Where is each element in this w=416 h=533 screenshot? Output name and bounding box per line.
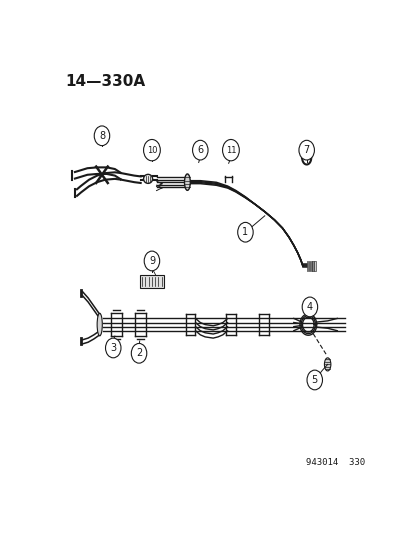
Circle shape (131, 343, 147, 363)
Text: 3: 3 (110, 343, 116, 353)
Circle shape (94, 126, 110, 146)
Text: 8: 8 (99, 131, 105, 141)
Circle shape (299, 140, 314, 160)
Text: 7: 7 (304, 145, 310, 155)
Ellipse shape (97, 313, 102, 336)
Text: 9: 9 (149, 256, 155, 266)
Text: 4: 4 (307, 302, 313, 312)
Bar (314, 261, 316, 271)
Bar (312, 261, 314, 271)
Circle shape (144, 251, 160, 271)
Text: 6: 6 (197, 145, 203, 155)
Bar (309, 261, 310, 271)
Text: 5: 5 (312, 375, 318, 385)
Text: 11: 11 (226, 146, 236, 155)
Bar (311, 261, 312, 271)
Circle shape (302, 297, 318, 317)
Ellipse shape (185, 174, 190, 190)
Text: 943014  330: 943014 330 (306, 458, 365, 467)
Circle shape (193, 140, 208, 160)
Text: 1: 1 (243, 227, 248, 237)
Circle shape (106, 338, 121, 358)
Ellipse shape (324, 358, 331, 371)
Circle shape (144, 140, 160, 161)
Circle shape (307, 370, 322, 390)
Bar (307, 261, 308, 271)
Bar (140, 276, 164, 288)
Circle shape (223, 140, 239, 161)
Circle shape (238, 222, 253, 242)
Text: 14—330A: 14—330A (65, 74, 145, 89)
Text: 2: 2 (136, 348, 142, 358)
Text: 10: 10 (147, 146, 157, 155)
Ellipse shape (144, 174, 153, 183)
